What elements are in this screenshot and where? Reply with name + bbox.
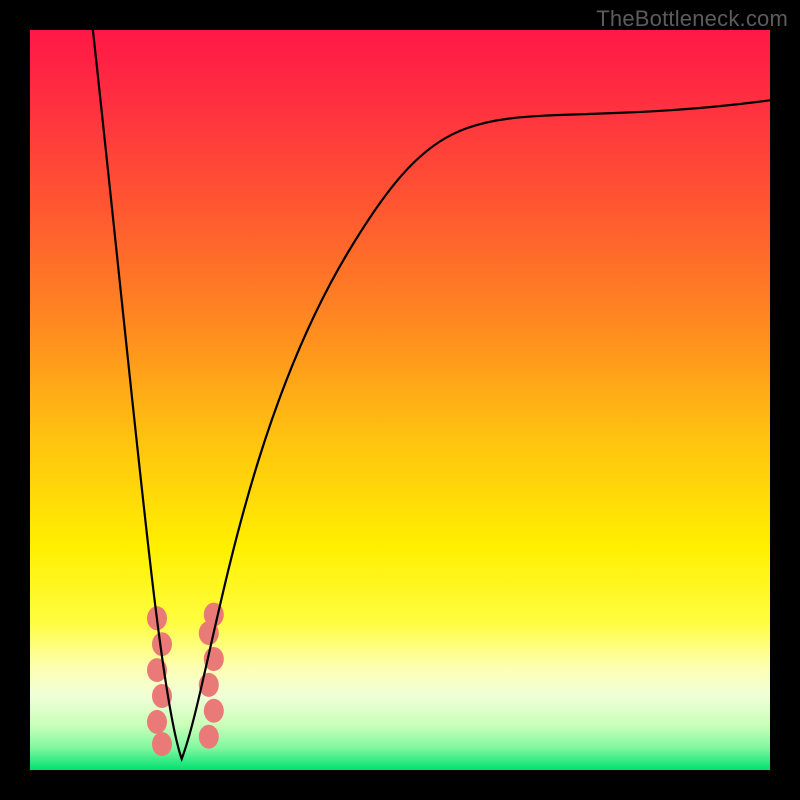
marker-blob	[204, 699, 224, 723]
plot-area	[30, 30, 770, 770]
watermark-text: TheBottleneck.com	[596, 6, 788, 32]
chart-frame: TheBottleneck.com	[0, 0, 800, 800]
bottleneck-curve	[93, 30, 770, 759]
marker-blob	[152, 732, 172, 756]
marker-blob	[199, 725, 219, 749]
marker-blob	[147, 710, 167, 734]
curve-layer	[30, 30, 770, 770]
